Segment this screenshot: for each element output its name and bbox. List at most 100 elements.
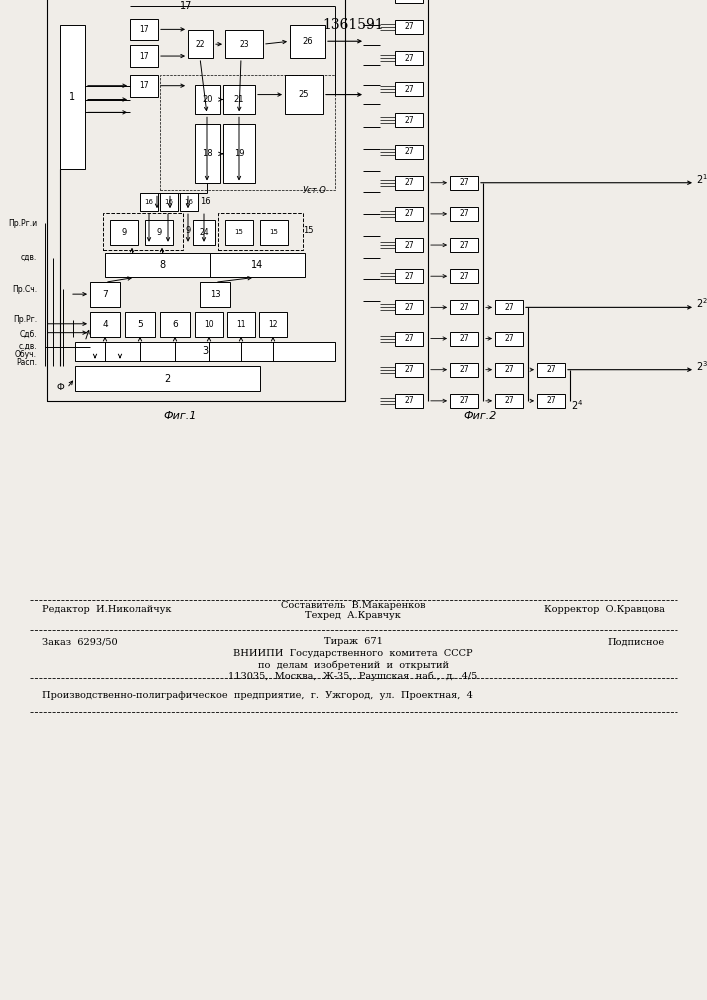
Text: 27: 27 xyxy=(459,365,469,374)
Text: 1: 1 xyxy=(69,92,76,102)
Bar xyxy=(103,213,183,250)
Text: 27: 27 xyxy=(459,396,469,405)
Text: 15: 15 xyxy=(235,229,243,235)
Bar xyxy=(75,342,335,361)
Bar xyxy=(193,220,215,245)
Text: 9: 9 xyxy=(156,228,162,237)
Text: 27: 27 xyxy=(459,209,469,218)
Text: Заказ  6293/50: Заказ 6293/50 xyxy=(42,638,117,647)
Text: $2^2$: $2^2$ xyxy=(696,296,707,310)
Text: 15: 15 xyxy=(269,229,279,235)
Text: 27: 27 xyxy=(459,303,469,312)
Text: 27: 27 xyxy=(459,334,469,343)
Text: Пр.Рг.: Пр.Рг. xyxy=(13,315,37,324)
Text: 27: 27 xyxy=(547,365,556,374)
Text: 27: 27 xyxy=(404,209,414,218)
Bar xyxy=(160,312,190,337)
Text: $2^1$: $2^1$ xyxy=(696,172,707,186)
Text: по  делам  изобретений  и  открытий: по делам изобретений и открытий xyxy=(257,660,448,670)
Text: Подписное: Подписное xyxy=(608,638,665,647)
Text: Уст.О: Уст.О xyxy=(303,186,327,195)
Text: 27: 27 xyxy=(459,241,469,250)
Text: 6: 6 xyxy=(172,320,178,329)
Text: 27: 27 xyxy=(404,241,414,250)
Text: сдв.: сдв. xyxy=(21,253,37,262)
Text: 14: 14 xyxy=(252,260,264,270)
Bar xyxy=(450,300,478,314)
Text: с.дв.: с.дв. xyxy=(18,342,37,351)
Text: 27: 27 xyxy=(404,303,414,312)
Text: 27: 27 xyxy=(504,396,514,405)
Text: 1361591: 1361591 xyxy=(322,18,384,32)
Text: 17: 17 xyxy=(139,81,148,90)
Bar xyxy=(180,193,198,211)
Text: 27: 27 xyxy=(459,178,469,187)
Bar xyxy=(195,124,220,183)
Text: Пр.Рг.и: Пр.Рг.и xyxy=(8,219,37,228)
Bar xyxy=(450,238,478,252)
Text: 27: 27 xyxy=(404,178,414,187)
Bar xyxy=(537,394,565,408)
Text: 21: 21 xyxy=(234,95,244,104)
Text: 17: 17 xyxy=(180,1,192,11)
Bar xyxy=(259,312,287,337)
Bar xyxy=(395,113,423,127)
Bar xyxy=(210,253,305,277)
Bar xyxy=(495,300,523,314)
Text: 27: 27 xyxy=(404,22,414,31)
Bar xyxy=(60,25,85,169)
Bar xyxy=(395,82,423,96)
Bar xyxy=(110,220,138,245)
Text: Обуч.: Обуч. xyxy=(15,350,37,359)
Bar xyxy=(450,394,478,408)
Text: 113035,  Москва,  Ж-35,  Раушская  наб.,  д.  4/5: 113035, Москва, Ж-35, Раушская наб., д. … xyxy=(228,671,478,681)
Text: $2^3$: $2^3$ xyxy=(696,359,707,373)
Text: 3: 3 xyxy=(202,346,208,356)
Text: 27: 27 xyxy=(459,272,469,281)
Bar xyxy=(290,25,325,58)
Text: 16: 16 xyxy=(200,197,211,206)
Bar xyxy=(495,332,523,346)
Text: 24: 24 xyxy=(199,228,209,237)
Text: 2: 2 xyxy=(164,374,170,384)
Text: 27: 27 xyxy=(404,272,414,281)
Text: 27: 27 xyxy=(504,365,514,374)
Bar xyxy=(218,213,303,250)
Bar xyxy=(145,220,173,245)
Text: 27: 27 xyxy=(404,116,414,125)
Text: 8: 8 xyxy=(160,260,165,270)
Text: 27: 27 xyxy=(404,396,414,405)
Bar xyxy=(260,220,288,245)
Text: 23: 23 xyxy=(239,40,249,49)
Bar xyxy=(285,75,323,114)
Bar xyxy=(223,124,255,183)
Text: 18: 18 xyxy=(202,149,213,158)
Text: 13: 13 xyxy=(210,290,221,299)
Text: 4: 4 xyxy=(103,320,107,329)
Bar xyxy=(395,238,423,252)
Bar xyxy=(47,0,345,401)
Bar xyxy=(395,394,423,408)
Bar xyxy=(450,176,478,190)
Text: 9: 9 xyxy=(122,228,127,237)
Bar xyxy=(105,253,220,277)
Bar xyxy=(450,332,478,346)
Text: 27: 27 xyxy=(404,147,414,156)
Bar xyxy=(395,145,423,159)
Bar xyxy=(395,20,423,34)
Bar xyxy=(160,193,178,211)
Text: 25: 25 xyxy=(299,90,309,99)
Bar xyxy=(223,85,255,114)
Text: 17: 17 xyxy=(139,25,148,34)
Bar xyxy=(90,312,120,337)
Bar xyxy=(450,363,478,377)
Bar xyxy=(450,269,478,283)
Text: 22: 22 xyxy=(196,40,205,49)
Text: Корректор  О.Кравцова: Корректор О.Кравцова xyxy=(544,605,665,614)
Text: Редактор  И.Николайчук: Редактор И.Николайчук xyxy=(42,605,172,614)
Bar xyxy=(225,220,253,245)
Bar xyxy=(395,0,423,3)
Text: Тираж  671: Тираж 671 xyxy=(324,638,382,647)
Text: 12: 12 xyxy=(268,320,278,329)
Bar xyxy=(395,332,423,346)
